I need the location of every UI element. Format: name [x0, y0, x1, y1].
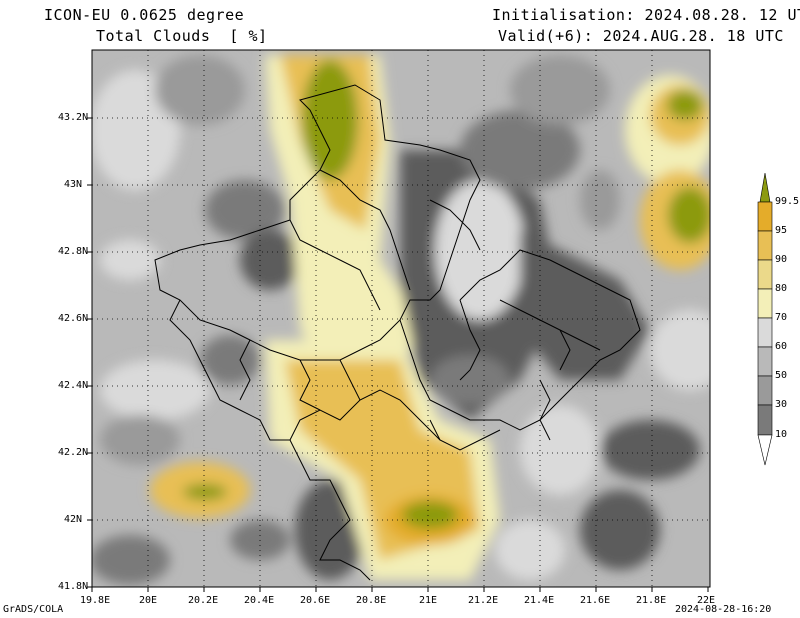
initialisation-time: Initialisation: 2024.08.28. 12 UTC	[492, 6, 800, 24]
legend-label: 50	[775, 370, 788, 381]
legend-label: 60	[775, 341, 788, 352]
lon-tick-label: 21.2E	[468, 595, 499, 606]
credit-label: GrADS/COLA	[3, 604, 64, 615]
legend-colorbar	[757, 172, 773, 466]
lon-tick-label: 19.8E	[80, 595, 111, 606]
lat-tick-label: 42.4N	[58, 380, 89, 391]
legend-label: 99.5	[775, 196, 800, 207]
lon-tick-label: 20.4E	[244, 595, 275, 606]
legend-label: 95	[775, 225, 788, 236]
cloud-field	[92, 50, 710, 587]
admin-borders	[154, 84, 641, 581]
lat-tick-label: 42.2N	[58, 447, 89, 458]
legend-label: 80	[775, 283, 788, 294]
lat-tick-label: 43.2N	[58, 112, 89, 123]
legend-label: 70	[775, 312, 788, 323]
lon-tick-label: 21E	[419, 595, 438, 606]
variable-title: Total Clouds [ %]	[96, 27, 268, 45]
lat-tick-label: 43N	[64, 179, 83, 190]
tick-marks	[87, 117, 709, 592]
lon-tick-label: 20.2E	[188, 595, 219, 606]
legend-label: 10	[775, 429, 788, 440]
render-timestamp: 2024-08-28-16:20	[675, 604, 772, 615]
lon-tick-label: 21.4E	[524, 595, 555, 606]
lon-tick-label: 21.6E	[580, 595, 611, 606]
legend-label: 30	[775, 399, 788, 410]
model-title: ICON-EU 0.0625 degree	[44, 6, 245, 24]
lat-tick-label: 41.8N	[58, 581, 89, 592]
lon-tick-label: 20.8E	[356, 595, 387, 606]
legend-label: 90	[775, 254, 788, 265]
grid-lines	[92, 50, 710, 587]
lat-tick-label: 42.6N	[58, 313, 89, 324]
lat-tick-label: 42.8N	[58, 246, 89, 257]
lon-tick-label: 20.6E	[300, 595, 331, 606]
lon-tick-label: 22E	[697, 595, 716, 606]
lon-tick-label: 20E	[139, 595, 158, 606]
lon-tick-label: 21.8E	[636, 595, 667, 606]
lat-tick-label: 42N	[64, 514, 83, 525]
valid-time: Valid(+6): 2024.AUG.28. 18 UTC	[498, 27, 784, 45]
